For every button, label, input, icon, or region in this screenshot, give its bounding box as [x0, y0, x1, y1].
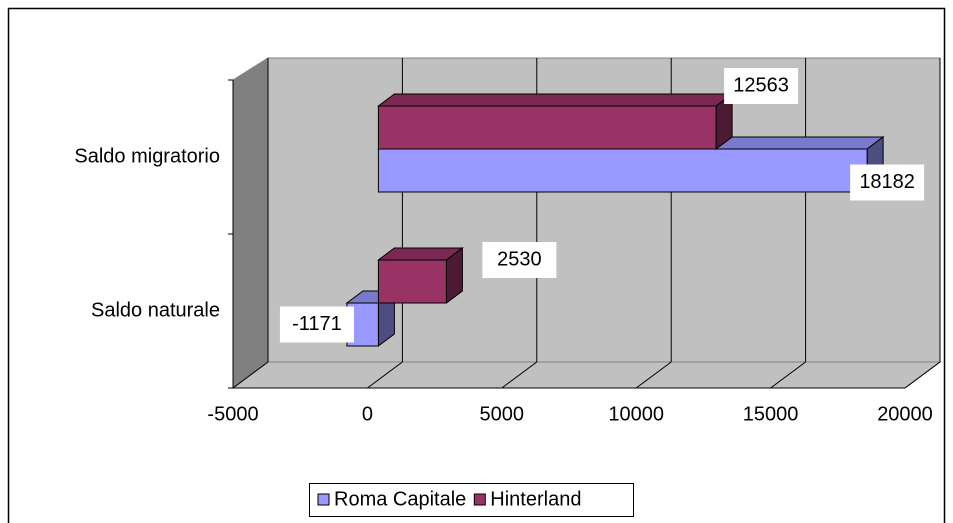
- grid-line: [770, 361, 806, 389]
- legend-label: Hinterland: [490, 488, 581, 510]
- x-tick-label: -5000: [207, 403, 258, 425]
- legend: Roma Capitale Hinterland: [309, 483, 634, 517]
- grid-line: [904, 361, 941, 389]
- x-tick-label: 10000: [608, 403, 664, 425]
- y-tick-label: Saldo migratorio: [74, 145, 220, 167]
- bar: [376, 247, 464, 304]
- x-tick-label: 0: [362, 403, 373, 425]
- bar-face: [377, 148, 868, 193]
- x-tick-label: 20000: [877, 403, 933, 425]
- data-label-box: [724, 68, 799, 104]
- bar-face: [377, 259, 447, 304]
- legend-box: [309, 483, 634, 517]
- x-tick-label: 5000: [480, 403, 525, 425]
- y-tick-label: Saldo naturale: [91, 299, 220, 321]
- data-label-box: [850, 164, 925, 201]
- grid-line: [635, 361, 672, 389]
- grid-line: [501, 361, 538, 389]
- bar: [376, 93, 734, 150]
- legend-swatch: [473, 493, 486, 506]
- data-label: 2530: [497, 248, 542, 270]
- side-wall: [232, 57, 269, 389]
- legend-swatch: [317, 493, 330, 506]
- grid-line: [232, 361, 269, 389]
- legend-label: Roma Capitale: [334, 488, 466, 510]
- bar-top: [376, 93, 734, 107]
- floor: [231, 361, 942, 389]
- data-label: -1171: [292, 313, 342, 335]
- data-label: 18182: [859, 171, 915, 193]
- data-label-box: [482, 242, 557, 278]
- grid-line: [367, 361, 403, 389]
- data-label-box: [279, 306, 354, 343]
- bar-face: [377, 105, 717, 150]
- data-label: 12563: [733, 74, 789, 96]
- x-tick-label: 15000: [743, 403, 799, 425]
